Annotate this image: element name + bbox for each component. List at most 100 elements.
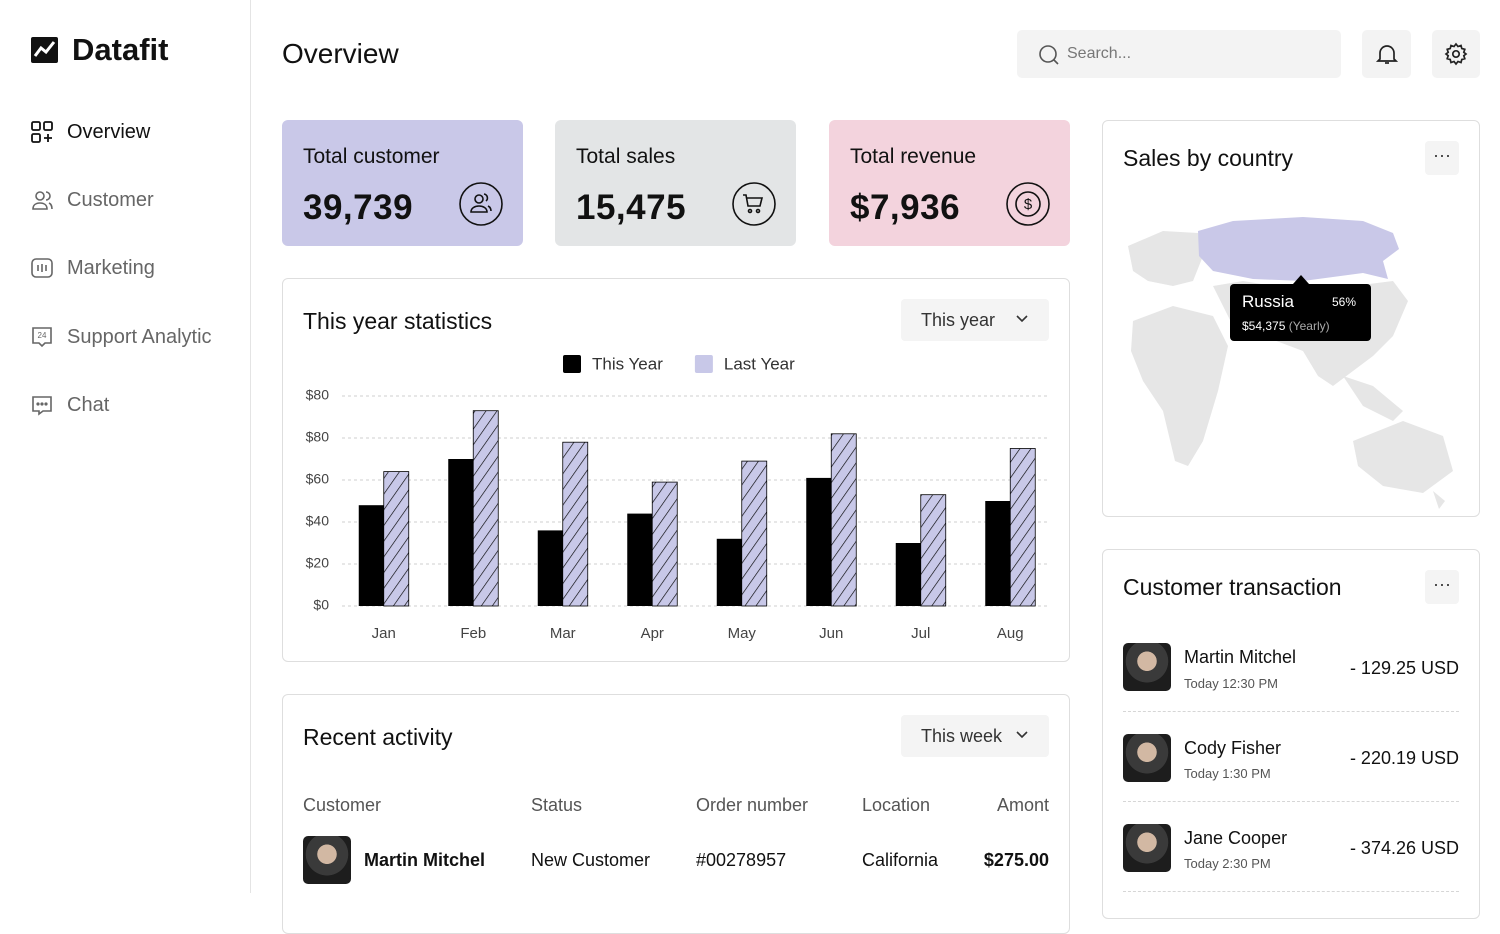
- legend-swatch: [694, 355, 713, 373]
- nav-icon: [31, 258, 53, 278]
- brand: Datafit: [72, 32, 169, 67]
- transaction-time: Today 2:30 PM: [1184, 856, 1271, 871]
- y-tick-label: $0: [313, 597, 329, 613]
- sidebar: Datafit Overview Customer Marketing 24 S…: [0, 0, 251, 893]
- transaction-time: Today 12:30 PM: [1184, 676, 1278, 691]
- bar: [448, 459, 474, 606]
- legend-label: Last Year: [724, 354, 795, 373]
- column-header: Location: [862, 795, 931, 815]
- transaction-amount: - 220.19 USD: [1349, 748, 1459, 768]
- column-header: Customer: [303, 795, 382, 815]
- nav-label: Customer: [67, 188, 154, 211]
- nav-label: Support Analytic: [67, 325, 212, 348]
- bar: [895, 543, 921, 606]
- nav-icon: [31, 121, 53, 143]
- x-tick-label: Mar: [550, 625, 576, 642]
- nav-item[interactable]: Overview: [30, 120, 150, 144]
- chevron: [1016, 731, 1028, 739]
- tooltip-share: 56%: [1332, 295, 1357, 309]
- x-tick-label: Jan: [372, 625, 396, 642]
- stat-label: Total sales: [576, 145, 676, 168]
- bar: [383, 471, 410, 607]
- bar: [358, 505, 384, 606]
- search-icon: [1039, 45, 1059, 65]
- nav-icon: [32, 191, 53, 210]
- x-tick-label: Aug: [997, 625, 1024, 642]
- bar: [537, 530, 563, 606]
- stat-icon: $: [1006, 182, 1050, 226]
- separator: [1123, 711, 1459, 712]
- nav-label: Overview: [67, 120, 151, 143]
- legend-swatch: [563, 355, 581, 373]
- stat-label: Total revenue: [850, 145, 977, 168]
- tooltip: [1230, 284, 1371, 341]
- activity-card: Recent activity This week Customer Statu…: [282, 694, 1070, 934]
- separator: [1123, 891, 1459, 892]
- transactions-card: Customer transaction ··· Martin Mitchel …: [1102, 549, 1480, 919]
- period-dropdown[interactable]: This week: [901, 715, 1049, 757]
- customer-name: Jane Cooper: [1184, 828, 1288, 848]
- stat-icon: [459, 182, 503, 226]
- cell: #00278957: [696, 850, 787, 870]
- search-box[interactable]: Search...: [1017, 30, 1341, 78]
- bar: [716, 538, 742, 606]
- page-title: Overview: [282, 38, 399, 69]
- customer-name: Cody Fisher: [1184, 738, 1282, 758]
- gear-icon: [1444, 42, 1468, 66]
- cell: $275.00: [983, 850, 1049, 870]
- amount: $54,375: [1242, 319, 1286, 333]
- stat-value: 39,739: [303, 188, 414, 227]
- tooltip-country: Russia: [1242, 292, 1294, 311]
- stat-card: Total customer 39,739: [282, 120, 523, 246]
- bar: [920, 494, 947, 607]
- stat-value: $7,936: [850, 188, 961, 227]
- y-tick-label: $80: [306, 429, 330, 445]
- cell: New Customer: [531, 850, 651, 870]
- map-title: Sales by country: [1123, 145, 1294, 171]
- nav-item[interactable]: Marketing: [30, 256, 155, 280]
- stat-icon: [732, 182, 776, 226]
- map-card: Sales by country ··· Russia 56% $54,375 …: [1102, 120, 1480, 517]
- bar: [627, 513, 653, 606]
- bar-chart: This Year Last Year $0 $20 $40 $60 $80 $80 Jan Fe…: [306, 354, 1048, 642]
- nav-item[interactable]: Customer: [30, 188, 154, 212]
- x-tick-label: Apr: [641, 625, 664, 642]
- period-dropdown[interactable]: This year: [901, 299, 1049, 341]
- settings-button[interactable]: [1432, 30, 1480, 78]
- notification-button[interactable]: [1362, 30, 1411, 78]
- legend-label: This Year: [592, 354, 663, 373]
- nav-item[interactable]: Chat: [30, 393, 109, 417]
- nav-item[interactable]: 24 Support Analytic: [30, 325, 212, 349]
- dropdown-label: This year: [921, 309, 996, 330]
- nav-icon: [32, 396, 52, 416]
- bar: [741, 460, 768, 607]
- y-tick-label: $80: [306, 387, 330, 403]
- logo-icon: [31, 37, 58, 63]
- y-tick-label: $20: [306, 555, 330, 571]
- bar: [806, 477, 832, 606]
- nav-label: Chat: [67, 393, 110, 416]
- russia: [1198, 217, 1399, 281]
- transactions-title: Customer transaction: [1123, 574, 1342, 600]
- bar: [562, 441, 589, 607]
- tooltip-pointer: [1293, 275, 1309, 284]
- y-tick-label: $40: [306, 513, 330, 529]
- bell-icon: [1375, 45, 1399, 64]
- more-button[interactable]: ···: [1425, 570, 1459, 604]
- bar: [830, 433, 857, 607]
- stat-label: Total customer: [303, 145, 440, 168]
- transaction-time: Today 1:30 PM: [1184, 766, 1271, 781]
- search-placeholder: Search...: [1067, 45, 1132, 62]
- x-tick-label: Feb: [460, 625, 486, 642]
- nav-label: Marketing: [67, 256, 155, 279]
- svg-text:24: 24: [38, 331, 47, 340]
- chart-title: This year statistics: [303, 308, 493, 334]
- tooltip-amount: $54,375 (Yearly): [1242, 319, 1330, 333]
- cell: Martin Mitchel: [364, 850, 486, 870]
- more-button[interactable]: ···: [1425, 141, 1459, 175]
- cell: California: [862, 850, 939, 870]
- column-header: Amont: [996, 795, 1049, 815]
- stat-card: Total revenue $7,936 $: [829, 120, 1070, 246]
- world-map: [1128, 217, 1453, 509]
